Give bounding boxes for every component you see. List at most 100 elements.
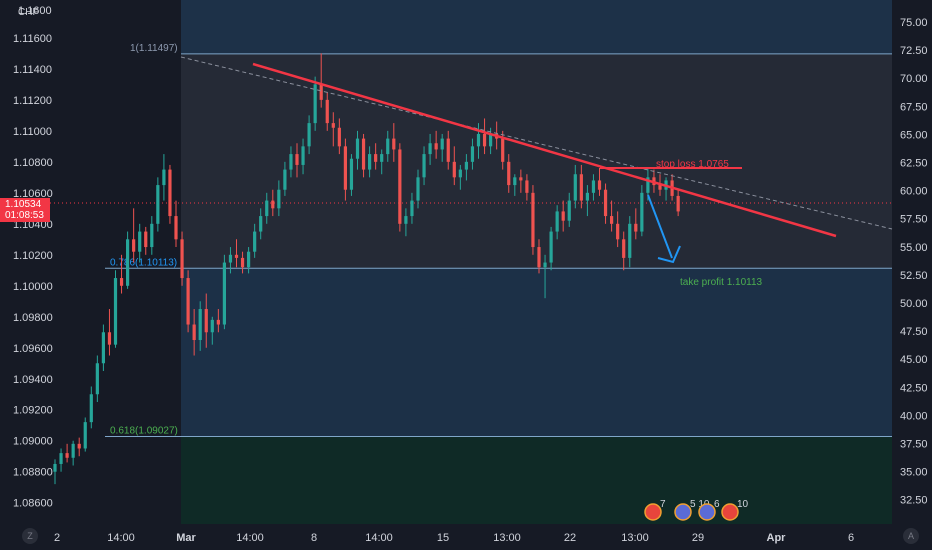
candle-body [446,138,450,162]
fib-label-0618: 0.618(1.09027) [110,426,178,437]
fib-zone-mid [181,268,892,437]
candle-body [555,211,559,232]
auto-scale-button[interactable]: A [903,528,919,544]
candle-body [398,149,402,224]
candle-body [676,195,680,212]
candle-body [640,192,644,232]
candle-body [331,123,335,128]
candle-body [253,231,257,252]
right-axis-tick: 60.00 [900,186,928,198]
candle-body [470,146,475,162]
candle-body [561,211,565,221]
timezone-button[interactable]: Z [22,528,38,544]
left-axis-tick: 1.09600 [13,343,53,355]
candle-body [597,180,602,190]
candle-body [113,278,118,345]
time-axis-tick: Mar [176,532,196,544]
time-axis-tick: 15 [437,532,449,544]
dashed-trendline [180,56,893,230]
candle-body [192,324,196,341]
left-axis-tick: 1.11400 [13,64,52,76]
time-axis-tick: 22 [564,532,576,544]
symbol-label: CHF [18,7,39,18]
right-axis-tick: 32.50 [900,495,928,507]
candle-body [89,394,93,423]
time-axis-tick: 2 [54,532,60,544]
take-profit-label: take profit 1.10113 [680,277,763,288]
candle-body [428,143,432,155]
stop-loss-label: stop loss 1.0765 [656,159,729,170]
time-axis-tick: 8 [311,532,317,544]
event-badge [721,503,739,521]
candle-body [610,216,614,224]
candle-body [567,200,571,221]
fib-zone-low [181,436,892,524]
candle-body [277,189,281,209]
left-axis-tick: 1.09400 [13,374,53,386]
candle-body [422,154,426,178]
left-axis-tick: 1.10200 [13,250,53,262]
candle-body [307,123,311,147]
right-axis-tick: 57.50 [900,214,928,226]
candle-body [198,309,202,341]
right-axis-tick: 35.00 [900,467,928,479]
down-arrow-shaft [647,194,673,259]
candle-body [162,169,166,186]
candle-body [380,154,384,162]
candle-body [234,254,239,258]
candle-body [156,185,160,224]
fib-label-0786: 0.786(1.10113) [110,257,177,268]
current-price-value: 1.10534 [5,199,42,210]
left-axis-tick: 1.11600 [13,33,52,45]
fib-zone-top [181,0,892,54]
down-arrow-head [657,245,681,264]
candle-body [404,216,408,224]
left-axis-tick: 1.09200 [13,405,53,417]
candle-body [138,231,142,252]
candle-body [525,180,529,193]
bar-countdown: 01:08:53 [5,210,44,221]
candle-body [368,154,372,170]
candle-body [77,443,81,449]
left-axis-tick: 1.11200 [13,95,52,107]
right-axis-tick: 42.50 [900,382,928,394]
candle-body [289,154,293,170]
candle-body [374,154,378,162]
candle-body [126,239,130,286]
candle-body [313,84,317,124]
time-axis-background [0,524,932,550]
candle-body [337,127,341,147]
candle-body [295,154,299,165]
candle-body [180,239,184,279]
candle-body [392,138,396,150]
candle-body [119,278,124,286]
candle-body [591,180,596,193]
right-axis-tick: 45.00 [900,354,928,366]
candle-body [83,422,87,449]
candle-body [361,138,366,170]
candle-body [489,133,493,147]
time-axis-tick: 14:00 [236,532,264,544]
candle-body [634,223,638,232]
candle-body [628,223,632,258]
candle-body [573,174,577,201]
candle-body [132,239,136,252]
right-axis-tick: 72.50 [900,45,928,57]
left-axis-tick: 1.08800 [13,467,53,479]
left-axis-top-clipped: 1.1600 [18,5,52,17]
candle-body [216,319,220,325]
left-axis-tick: 1.10000 [13,281,53,293]
candle-body [531,192,535,248]
right-axis-tick: 47.50 [900,326,928,338]
candle-body [59,453,63,464]
right-axis-tick: 75.00 [900,17,928,29]
candle-body [95,363,99,395]
left-axis-tick: 1.09000 [13,436,53,448]
candle-body [579,174,583,201]
event-badge-count: 5 10 [690,499,710,510]
candle-body [603,189,608,217]
candle-body [53,463,57,472]
candle-body [240,257,245,268]
event-badge [698,503,716,521]
